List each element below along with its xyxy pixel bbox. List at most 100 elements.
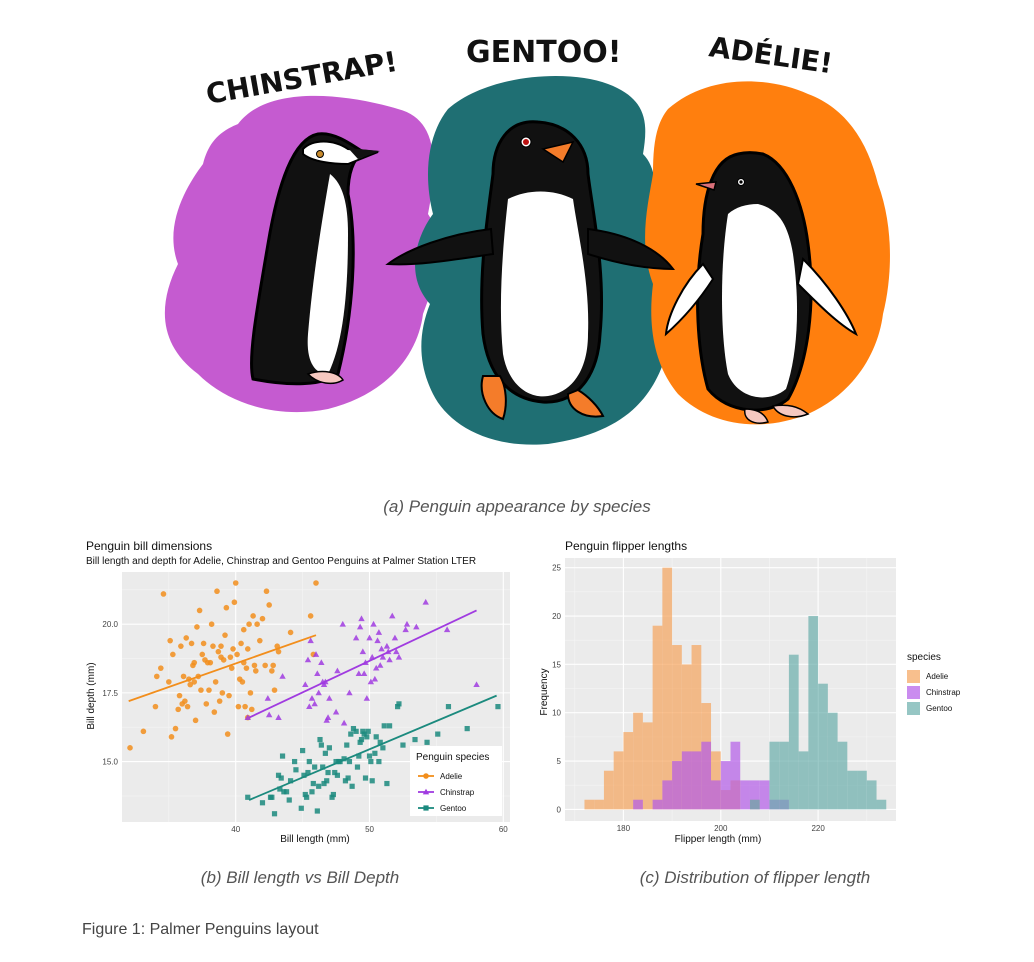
point-adelie xyxy=(207,659,214,666)
point-gentoo xyxy=(320,764,326,770)
bar-gentoo xyxy=(876,799,887,810)
x-tick-label: 180 xyxy=(617,824,631,833)
point-chinstrap xyxy=(366,634,373,641)
bar-adelie xyxy=(681,664,692,810)
bar-chinstrap xyxy=(740,780,750,810)
point-chinstrap xyxy=(302,681,309,688)
point-chinstrap xyxy=(264,695,272,701)
point-adelie xyxy=(270,662,276,669)
y-tick-label: 15.0 xyxy=(102,758,118,767)
point-gentoo xyxy=(495,704,501,710)
point-chinstrap xyxy=(443,626,451,633)
point-gentoo xyxy=(286,797,292,803)
legend-label-gentoo: Gentoo xyxy=(926,704,953,713)
bar-gentoo xyxy=(769,741,780,810)
point-gentoo xyxy=(277,786,283,792)
bar-adelie xyxy=(584,799,595,810)
point-chinstrap xyxy=(371,675,379,682)
point-gentoo xyxy=(364,734,370,740)
point-adelie xyxy=(226,692,232,699)
point-adelie xyxy=(232,580,239,586)
y-tick-label: 25 xyxy=(552,564,561,573)
point-gentoo xyxy=(348,731,354,737)
y-tick-label: 5 xyxy=(557,757,562,766)
point-chinstrap xyxy=(314,670,321,677)
point-chinstrap xyxy=(311,700,318,707)
point-gentoo xyxy=(464,725,470,732)
point-adelie xyxy=(187,681,194,688)
point-chinstrap xyxy=(334,667,341,674)
point-adelie xyxy=(180,673,187,680)
point-chinstrap xyxy=(355,670,363,677)
point-adelie xyxy=(266,602,272,608)
bar-gentoo xyxy=(866,780,877,810)
point-adelie xyxy=(167,637,173,644)
point-gentoo xyxy=(329,794,335,800)
point-gentoo xyxy=(384,780,390,787)
scatter-title: Penguin bill dimensions xyxy=(86,539,212,553)
point-gentoo xyxy=(445,704,452,710)
legend-key-adelie xyxy=(423,773,429,779)
point-adelie xyxy=(250,613,256,619)
point-adelie xyxy=(199,651,206,658)
point-gentoo xyxy=(324,778,330,784)
point-chinstrap xyxy=(373,664,380,671)
point-adelie xyxy=(152,703,159,710)
point-chinstrap xyxy=(391,634,399,641)
point-chinstrap xyxy=(363,695,371,701)
point-gentoo xyxy=(380,745,386,751)
point-adelie xyxy=(200,640,207,647)
bar-chinstrap xyxy=(662,780,673,810)
point-adelie xyxy=(214,588,220,595)
bar-gentoo xyxy=(827,712,838,810)
point-chinstrap xyxy=(370,620,377,627)
point-chinstrap xyxy=(352,634,360,641)
point-adelie xyxy=(194,624,200,630)
bar-adelie xyxy=(613,751,624,810)
point-adelie xyxy=(182,698,188,704)
point-adelie xyxy=(257,637,263,644)
point-chinstrap xyxy=(324,714,332,721)
point-chinstrap xyxy=(374,637,381,644)
x-tick-label: 200 xyxy=(714,824,728,833)
y-tick-label: 20 xyxy=(552,612,561,621)
point-adelie xyxy=(140,728,147,735)
chinstrap-penguin xyxy=(250,132,380,386)
point-adelie xyxy=(208,621,215,627)
legend-label-chinstrap: Chinstrap xyxy=(440,788,475,797)
point-gentoo xyxy=(386,723,393,729)
point-chinstrap xyxy=(402,626,409,633)
caption-c: (c) Distribution of flipper length xyxy=(639,868,871,887)
point-gentoo xyxy=(361,731,367,737)
point-adelie xyxy=(211,709,218,715)
point-chinstrap xyxy=(473,681,480,688)
point-adelie xyxy=(252,668,259,674)
point-adelie xyxy=(183,635,190,641)
point-chinstrap xyxy=(265,711,273,718)
bar-chinstrap xyxy=(701,741,712,810)
point-gentoo xyxy=(346,758,353,765)
x-tick-label: 40 xyxy=(231,825,240,834)
point-adelie xyxy=(228,665,235,671)
bar-gentoo xyxy=(788,654,799,810)
legend-label-chinstrap: Chinstrap xyxy=(926,688,961,697)
point-gentoo xyxy=(353,728,359,734)
point-gentoo xyxy=(278,775,284,781)
point-chinstrap xyxy=(340,719,348,726)
point-adelie xyxy=(191,659,198,666)
trend-chinstrap xyxy=(248,609,477,719)
histogram-ylabel: Frequency xyxy=(539,668,550,715)
penguin-illustration-svg: CHINSTRAP! GENTOO! ADÉLIE! xyxy=(164,29,890,445)
point-adelie xyxy=(313,580,319,586)
point-adelie xyxy=(234,651,240,658)
point-adelie xyxy=(246,621,252,627)
point-chinstrap xyxy=(318,659,325,666)
histogram-xlabel: Flipper length (mm) xyxy=(675,834,762,845)
point-gentoo xyxy=(325,769,331,776)
point-gentoo xyxy=(356,753,362,759)
point-chinstrap xyxy=(312,651,320,657)
bar-gentoo xyxy=(857,770,867,810)
point-gentoo xyxy=(330,791,336,798)
point-adelie xyxy=(127,745,133,751)
point-gentoo xyxy=(275,772,282,778)
